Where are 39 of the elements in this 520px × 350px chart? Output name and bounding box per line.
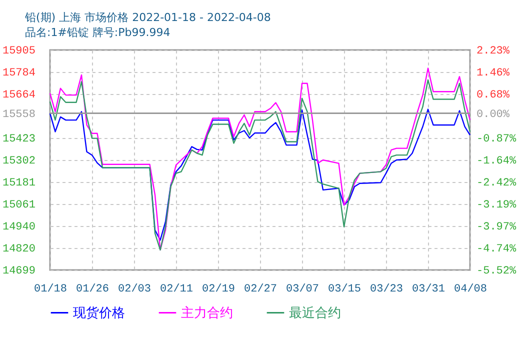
legend-label: 主力合约 xyxy=(181,304,233,321)
y2-tick-label: -2.42% xyxy=(476,178,517,190)
y-tick-label: 15664 xyxy=(2,89,36,102)
y2-tick-label: -0.87% xyxy=(476,134,517,146)
y2-tick-label: 2.23% xyxy=(476,46,510,58)
x-tick-label: 01/26 xyxy=(76,284,110,296)
x-tick-label: 03/15 xyxy=(328,284,362,296)
legend-label: 最近合约 xyxy=(289,306,341,321)
x-tick-label: 04/08 xyxy=(454,284,488,296)
y-tick-label: 14699 xyxy=(2,266,36,278)
y-tick-label: 15423 xyxy=(2,133,36,146)
y2-tick-label: 0.68% xyxy=(476,90,510,102)
y2-tick-label: -4.74% xyxy=(476,243,517,256)
y-tick-label: 15905 xyxy=(2,46,36,58)
y-tick-label: 15784 xyxy=(2,68,36,80)
y-tick-label: 15181 xyxy=(2,178,36,190)
y-tick-label: 14820 xyxy=(2,243,36,256)
y2-tick-label: -3.19% xyxy=(476,199,517,212)
x-tick-label: 03/07 xyxy=(286,284,320,296)
y-tick-label: 14940 xyxy=(2,222,36,234)
x-tick-label: 03/31 xyxy=(412,284,446,296)
y-tick-label: 15302 xyxy=(2,156,36,168)
chart-title: 铅(期) 上海 市场价格 2022-01-18 - 2022-04-08 xyxy=(24,11,271,24)
chart-subtitle: 品名:1#铅锭 牌号:Pb99.994 xyxy=(25,26,170,39)
x-tick-label: 02/03 xyxy=(118,284,152,296)
x-tick-label: 03/23 xyxy=(370,284,404,296)
x-tick-label: 02/19 xyxy=(202,284,236,296)
y2-tick-label: -3.97% xyxy=(476,222,517,234)
y2-tick-label: -5.52% xyxy=(476,266,517,278)
y-tick-label: 15061 xyxy=(2,199,36,212)
line-series xyxy=(49,108,471,241)
x-tick-label: 02/27 xyxy=(244,284,278,296)
x-tick-label: 02/11 xyxy=(160,284,194,296)
x-tick-label: 01/18 xyxy=(34,284,68,296)
y2-tick-label: 0.00% xyxy=(476,108,510,121)
legend-label: 现货价格 xyxy=(73,306,125,321)
y2-tick-label: -1.64% xyxy=(476,155,517,168)
y-tick-label: 15558 xyxy=(2,108,36,121)
y2-tick-label: 1.46% xyxy=(476,67,510,80)
